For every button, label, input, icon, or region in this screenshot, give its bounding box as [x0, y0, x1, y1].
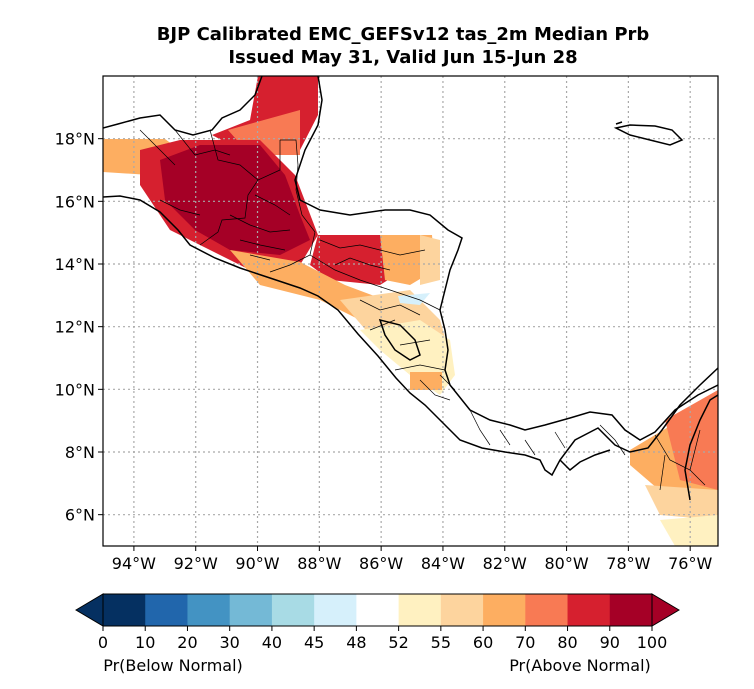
lon-tick-label: 78°W — [606, 554, 650, 573]
island-cayman — [615, 121, 623, 125]
border-panama-colombia — [599, 424, 626, 456]
lat-tick-label: 10°N — [55, 380, 95, 399]
lat-tick-label: 6°N — [65, 506, 95, 525]
coast-colombia-east — [684, 394, 718, 501]
lon-tick-label: 86°W — [359, 554, 403, 573]
colorbar-segment — [567, 594, 611, 626]
border-mexico-guatemala — [199, 140, 281, 246]
colorbar-segment — [187, 594, 231, 626]
colorbar-segment — [398, 594, 442, 626]
colorbar-segment — [103, 594, 146, 626]
colorbar-segment — [145, 594, 188, 626]
shade-55-honduras-edge — [420, 235, 440, 285]
colorbar-segment — [356, 594, 400, 626]
shade-52-colombia-edge — [660, 515, 718, 546]
colorbar-segment — [609, 594, 653, 626]
lon-tick-label: 80°W — [544, 554, 588, 573]
colorbar-tick-label: 100 — [637, 633, 668, 652]
border-mexico-states — [139, 129, 259, 216]
border-colombia-internal — [654, 429, 706, 491]
admin-borders — [139, 129, 706, 491]
border-nicaragua-depts — [359, 299, 431, 346]
lon-tick-label: 84°W — [421, 554, 465, 573]
colorbar-segment — [314, 594, 357, 626]
lon-tick-label: 90°W — [235, 554, 279, 573]
colorbar-segment — [483, 594, 526, 626]
shade-45-patch — [398, 293, 430, 305]
lon-tick-label: 76°W — [668, 554, 712, 573]
border-costa-rica-panama — [469, 409, 491, 446]
colorbar-tick-label: 45 — [304, 633, 324, 652]
lat-tick-label: 14°N — [55, 255, 95, 274]
border-guatemala-depts — [229, 194, 291, 261]
border-costa-rica-depts — [419, 374, 456, 401]
border-nicaragua-costa-rica — [394, 364, 446, 371]
map-title-line1: BJP Calibrated EMC_GEFSv12 tas_2m Median… — [156, 24, 650, 45]
colorbar-tick-label: 60 — [473, 633, 493, 652]
colorbar-ticks: 0 10 20 30 40 45 48 52 55 60 70 80 90 100 — [98, 626, 667, 652]
colorbar-tick-label: 40 — [262, 633, 282, 652]
lat-tick-label: 16°N — [55, 192, 95, 211]
colorbar-underflow-triangle — [75, 593, 104, 627]
coast-belize-caribbean — [294, 76, 718, 441]
colorbar-segment — [229, 594, 273, 626]
lat-tick-label: 8°N — [65, 443, 95, 462]
border-panama-provs — [499, 429, 566, 456]
border-honduras-nicaragua — [309, 254, 441, 311]
probability-shading — [103, 76, 718, 546]
colorbar-label-below: Pr(Below Normal) — [103, 656, 243, 675]
lake-nicaragua — [378, 318, 421, 361]
shade-55-colombia-south — [645, 485, 718, 520]
colorbar-tick-label: 90 — [600, 633, 620, 652]
colorbar-label-above: Pr(Above Normal) — [509, 656, 651, 675]
colorbar-segment — [525, 594, 569, 626]
lat-tick-label: 18°N — [55, 130, 95, 149]
coast-yucatan — [103, 76, 263, 136]
border-guatemala-honduras — [269, 189, 316, 273]
lat-tick-label: 12°N — [55, 318, 95, 337]
shade-90-core — [160, 145, 310, 255]
coast-panama-south — [559, 449, 611, 472]
colorbar-frame — [102, 593, 653, 627]
latitude-ticks: 6°N 8°N 10°N 12°N 14°N 16°N 18°N — [55, 130, 103, 525]
map-title-line2: Issued May 31, Valid Jun 15-Jun 28 — [228, 47, 578, 68]
map-frame — [102, 75, 719, 547]
shade-70-costa-rica — [410, 372, 442, 390]
colorbar-tick-label: 30 — [220, 633, 240, 652]
lon-tick-label: 94°W — [112, 554, 156, 573]
colorbar-overflow-triangle — [651, 593, 680, 627]
colorbar-segment — [440, 594, 484, 626]
lon-tick-label: 88°W — [297, 554, 341, 573]
border-belize — [280, 139, 299, 191]
colorbar-tick-label: 20 — [177, 633, 197, 652]
border-honduras-depts — [319, 239, 426, 271]
colorbar-segments — [103, 594, 653, 626]
colorbar-tick-label: 0 — [98, 633, 108, 652]
longitude-ticks: 94°W 92°W 90°W 88°W 86°W 84°W 82°W 80°W 78°W 76°W — [112, 546, 712, 573]
lon-tick-label: 82°W — [483, 554, 527, 573]
colorbar-tick-label: 48 — [346, 633, 366, 652]
colorbar-tick-label: 80 — [557, 633, 577, 652]
colorbar-segment — [271, 594, 315, 626]
colorbar-tick-label: 52 — [388, 633, 408, 652]
colorbar-tick-label: 70 — [515, 633, 535, 652]
colorbar-tick-label: 55 — [431, 633, 451, 652]
lon-tick-label: 92°W — [174, 554, 218, 573]
colorbar: 0 10 20 30 40 45 48 52 55 60 70 80 90 100 Pr(Below No… — [75, 593, 680, 675]
coast-cuba-jamaica — [613, 124, 684, 146]
colorbar-tick-label: 10 — [135, 633, 155, 652]
gridlines — [103, 76, 718, 546]
map-area — [103, 76, 718, 546]
